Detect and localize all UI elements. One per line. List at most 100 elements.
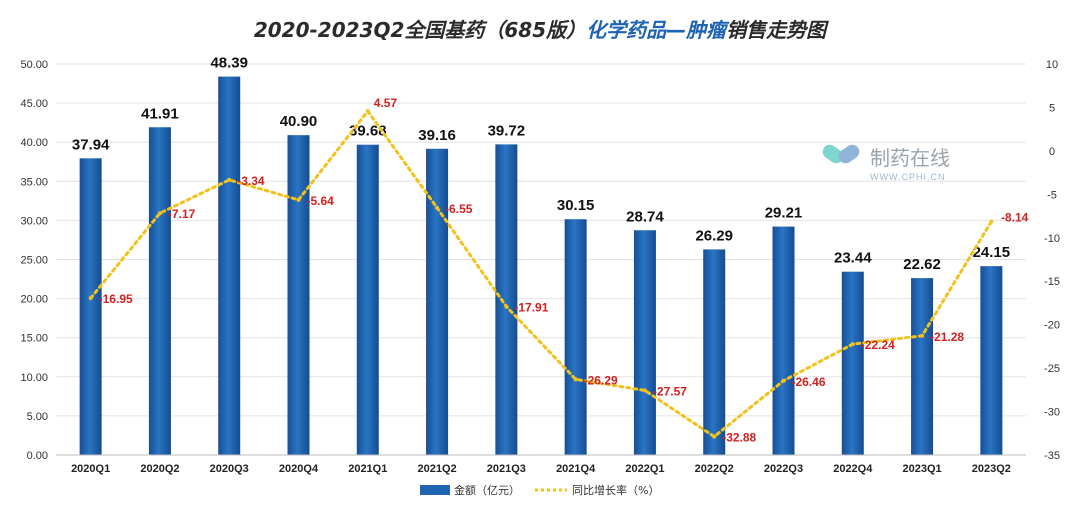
bar-value-label: 22.62	[903, 256, 941, 273]
bar-value-label: 39.16	[418, 127, 456, 144]
chart-title-prefix: 2020-2023Q2全国基药（685版）	[254, 18, 586, 42]
line-value-label: -17.91	[514, 301, 548, 315]
y-right-tick-label: 5	[1049, 102, 1055, 114]
growth-rate-line	[89, 108, 993, 439]
line-value-label: -26.29	[584, 373, 618, 387]
bar-value-label: 39.68	[349, 123, 387, 140]
bar	[495, 144, 518, 456]
line-value-label: -26.46	[792, 375, 826, 389]
x-tick-label: 2020Q1	[71, 463, 110, 475]
line-value-label: -22.24	[861, 338, 895, 352]
line-point	[712, 434, 717, 439]
line-series: -16.95 -7.17 -3.34 -5.64 4.57 -6.55 -17.91 -26.…	[88, 96, 1029, 445]
line-value-label: 4.57	[374, 96, 398, 110]
line-value-label: -7.17	[168, 207, 196, 221]
line-point	[781, 378, 786, 383]
x-tick-label: 2020Q2	[140, 463, 179, 475]
line-point	[989, 219, 994, 224]
x-tick-label: 2020Q4	[279, 463, 319, 475]
line-point	[157, 211, 162, 216]
line-point	[435, 205, 440, 210]
y-left-tick-label: 45.00	[20, 98, 48, 110]
x-tick-label: 2023Q2	[972, 463, 1011, 475]
bar-value-label: 26.29	[695, 227, 733, 244]
y-right-tick-label: -30	[1044, 407, 1060, 419]
bar	[703, 249, 726, 455]
watermark: 制药在线 WWW.CPHI.CN	[822, 144, 950, 182]
y-left-tick-label: 40.00	[20, 137, 48, 149]
line-point	[296, 197, 301, 202]
x-tick-label: 2022Q2	[695, 463, 734, 475]
line-point	[573, 377, 578, 382]
legend-line-label: 同比增长率（%）	[572, 483, 659, 497]
legend-bar-label: 金额（亿元）	[454, 483, 520, 497]
bar	[426, 148, 449, 455]
x-tick-label: 2023Q1	[902, 463, 941, 475]
bar-value-label: 40.90	[280, 113, 318, 130]
bar-value-label: 37.94	[72, 136, 110, 153]
y-left-tick-label: 15.00	[20, 333, 48, 345]
line-value-label: -6.55	[445, 202, 473, 216]
bar	[287, 135, 310, 456]
x-tick-label: 2021Q3	[487, 463, 526, 475]
line-point	[227, 177, 232, 182]
line-point	[850, 342, 855, 347]
chart-title: 2020-2023Q2全国基药（685版）化学药品—肿瘤销售走势图	[254, 18, 829, 42]
capsule-logo-icon	[822, 144, 860, 164]
x-tick-label: 2022Q4	[833, 463, 873, 475]
line-value-label: -5.64	[307, 194, 335, 208]
line-value-label: -16.95	[99, 292, 133, 306]
x-axis: 2020Q1 2020Q2 2020Q3 2020Q4 2021Q1 2021Q2 2021…	[56, 454, 1026, 475]
left-axis: 0.00 5.00 10.00 15.00 20.00 25.00 30.00 35.00 40…	[20, 59, 48, 462]
bar	[911, 278, 934, 455]
line-point	[88, 296, 93, 301]
x-tick-label: 2022Q3	[764, 463, 803, 475]
bar-value-label: 29.21	[765, 205, 803, 222]
bar	[772, 226, 795, 455]
line-point	[365, 109, 370, 114]
bar	[148, 127, 171, 456]
bar	[633, 230, 656, 455]
watermark-name: 制药在线	[870, 146, 950, 170]
y-left-tick-label: 0.00	[27, 450, 48, 462]
y-right-tick-label: -15	[1044, 276, 1060, 288]
y-left-tick-label: 50.00	[20, 59, 48, 71]
y-right-tick-label: -5	[1047, 189, 1057, 201]
chart-title-suffix: 销售走势图	[726, 18, 829, 42]
x-tick-label: 2022Q1	[625, 463, 664, 475]
watermark-url: WWW.CPHI.CN	[870, 172, 946, 182]
bar-value-label: 30.15	[557, 197, 595, 214]
bar-series: 37.94 41.91 48.39 40.90 39.68 39.16 39.72 30.15…	[72, 55, 1011, 456]
legend-bar-swatch	[420, 485, 450, 495]
bar-value-label: 23.44	[834, 250, 872, 267]
bar-value-label: 39.72	[488, 122, 526, 139]
y-right-tick-label: -10	[1044, 233, 1060, 245]
y-left-tick-label: 10.00	[20, 372, 48, 384]
x-tick-label: 2021Q2	[417, 463, 456, 475]
bar-value-label: 48.39	[210, 55, 248, 72]
line-point	[642, 388, 647, 393]
x-tick-label: 2021Q4	[556, 463, 596, 475]
line-value-label: -8.14	[1001, 211, 1029, 225]
bar-value-label: 24.15	[973, 244, 1011, 261]
x-tick-label: 2020Q3	[210, 463, 249, 475]
bar	[841, 271, 864, 455]
bar	[564, 219, 587, 455]
y-left-tick-label: 30.00	[20, 215, 48, 227]
line-value-label: -21.28	[930, 330, 964, 344]
y-right-tick-label: -20	[1044, 320, 1060, 332]
bar	[79, 158, 102, 455]
bar-value-label: 28.74	[626, 208, 664, 225]
y-right-tick-label: 0	[1049, 146, 1055, 158]
line-value-label: -27.57	[653, 384, 687, 398]
y-left-tick-label: 35.00	[20, 176, 48, 188]
bar	[980, 266, 1003, 455]
gridlines	[56, 63, 1026, 456]
line-point	[920, 333, 925, 338]
line-point	[504, 304, 509, 309]
y-left-tick-label: 20.00	[20, 294, 48, 306]
bar	[356, 144, 379, 455]
